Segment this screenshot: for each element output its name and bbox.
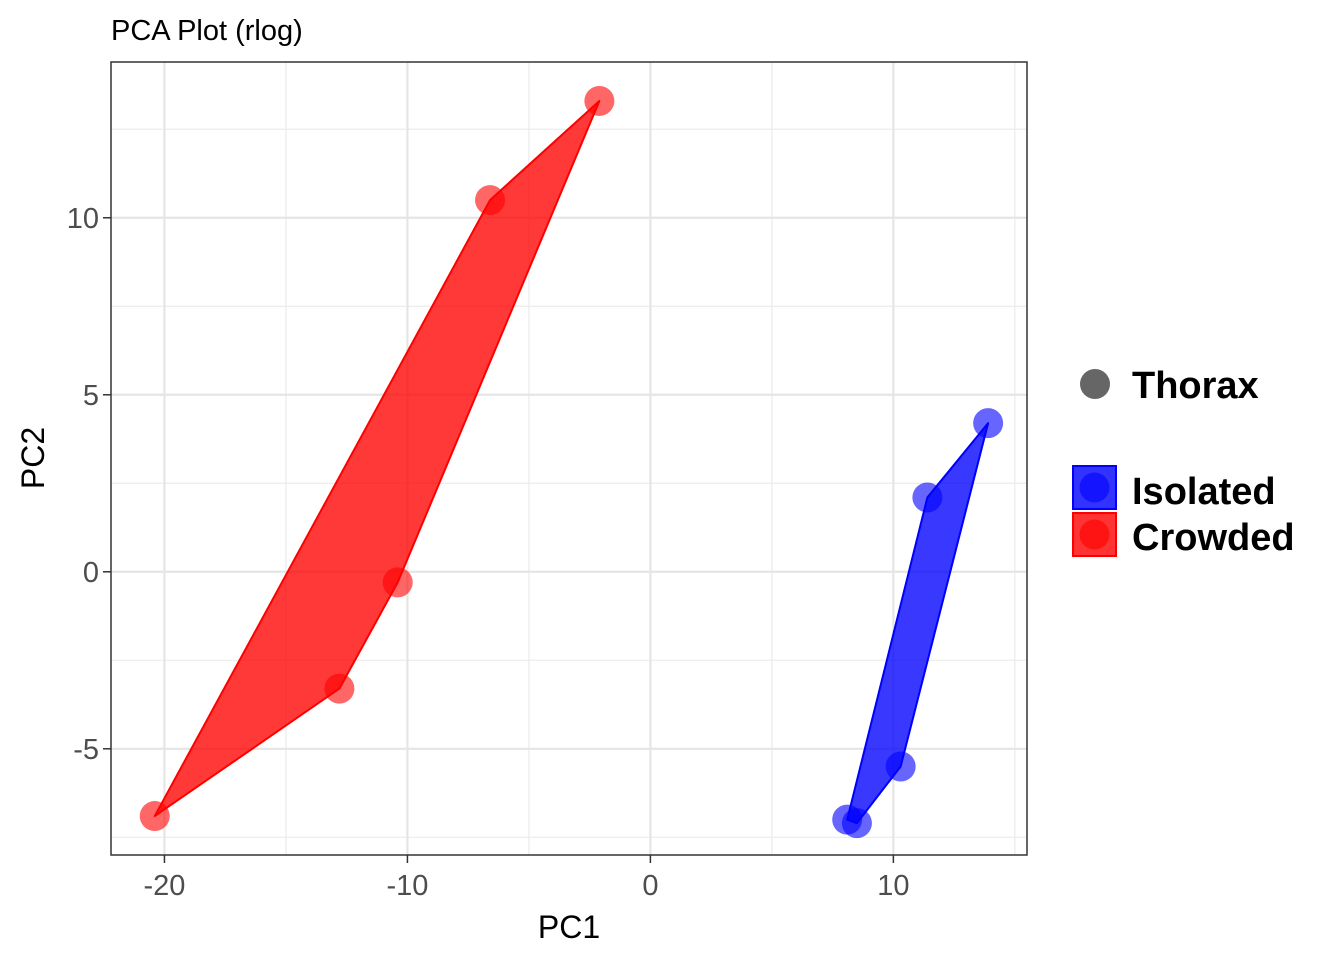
axes: -20 -10 0 10 -5 0 5 10 — [67, 203, 910, 902]
hull-crowded — [153, 99, 601, 818]
legend-shape-label: Thorax — [1132, 365, 1259, 407]
x-tick-label: -10 — [386, 870, 428, 902]
chart-title: PCA Plot (rlog) — [111, 15, 303, 47]
legend-label-isolated: Isolated — [1132, 471, 1276, 513]
plot-panel-border — [110, 61, 1028, 856]
x-tick-label: -20 — [143, 870, 185, 902]
point-crowded — [324, 673, 355, 704]
x-tick-label: 0 — [642, 870, 658, 902]
point-crowded — [139, 801, 170, 832]
y-tick-label: -5 — [73, 734, 99, 766]
legend-key-isolated-dot — [1079, 472, 1110, 503]
point-crowded — [475, 185, 506, 216]
y-axis-title: PC2 — [15, 427, 51, 489]
y-tick-label: 10 — [67, 203, 99, 235]
point-isolated — [973, 408, 1004, 439]
point-crowded — [382, 567, 413, 598]
group-hulls — [153, 99, 990, 825]
x-tick-label: 10 — [877, 870, 909, 902]
legend-shape-key — [1080, 369, 1110, 399]
y-tick-label: 0 — [83, 557, 99, 589]
point-crowded — [584, 85, 615, 116]
data-points — [139, 85, 1004, 839]
legend-label-crowded: Crowded — [1132, 517, 1295, 559]
point-isolated — [841, 808, 872, 839]
y-tick-label: 5 — [83, 380, 99, 412]
x-axis-title: PC1 — [538, 909, 600, 945]
legend: Thorax Isolated Crowded — [1072, 365, 1295, 559]
point-isolated — [912, 482, 943, 513]
legend-key-crowded-dot — [1079, 519, 1110, 550]
point-isolated — [885, 751, 916, 782]
